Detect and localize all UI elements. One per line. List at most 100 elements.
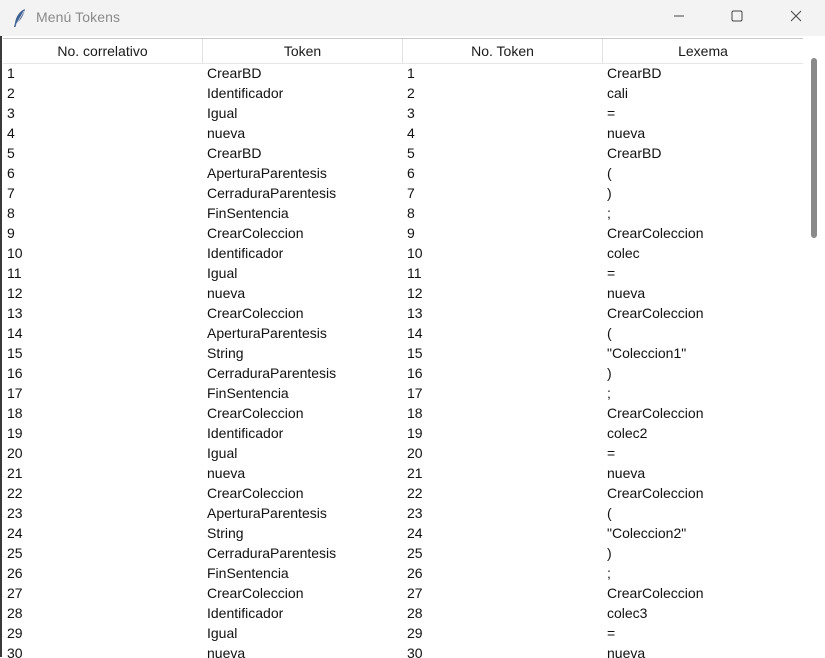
cell-token: CrearColeccion xyxy=(207,305,304,321)
cell-token: Igual xyxy=(207,445,238,461)
table-row[interactable]: 12 nueva 12 nueva xyxy=(3,283,803,303)
cell-no-token: 23 xyxy=(407,505,423,521)
cell-no-token: 9 xyxy=(407,225,415,241)
table-row[interactable]: 11 Igual 11 = xyxy=(3,263,803,283)
cell-no-token: 1 xyxy=(407,65,415,81)
cell-no-token: 3 xyxy=(407,105,415,121)
table-row[interactable]: 21 nueva 21 nueva xyxy=(3,463,803,483)
cell-no-token: 10 xyxy=(407,245,423,261)
cell-lexema: = xyxy=(607,105,616,121)
table-row[interactable]: 4 nueva 4 nueva xyxy=(3,123,803,143)
cell-correlativo: 9 xyxy=(7,225,15,241)
cell-correlativo: 2 xyxy=(7,85,15,101)
cell-no-token: 5 xyxy=(407,145,415,161)
table-row[interactable]: 9 CrearColeccion 9 CrearColeccion xyxy=(3,223,803,243)
table-row[interactable]: 25 CerraduraParentesis 25) xyxy=(3,543,803,563)
cell-no-token: 21 xyxy=(407,465,423,481)
cell-correlativo: 8 xyxy=(7,205,15,221)
vertical-scrollbar[interactable] xyxy=(803,38,825,657)
cell-lexema: nueva xyxy=(607,285,646,301)
table-row[interactable]: 28 Identificador 28 colec3 xyxy=(3,603,803,623)
cell-lexema: ) xyxy=(607,365,612,381)
cell-token: CrearColeccion xyxy=(207,405,304,421)
cell-lexema: ) xyxy=(607,185,612,201)
table-row[interactable]: 13 CrearColeccion 13 CrearColeccion xyxy=(3,303,803,323)
cell-correlativo: 20 xyxy=(7,445,23,461)
cell-no-token: 28 xyxy=(407,605,423,621)
cell-correlativo: 18 xyxy=(7,405,23,421)
table-row[interactable]: 17 FinSentencia 17; xyxy=(3,383,803,403)
left-border xyxy=(0,36,2,657)
cell-lexema: ( xyxy=(607,505,612,521)
title-bar[interactable]: Menú Tokens xyxy=(0,0,825,36)
cell-correlativo: 6 xyxy=(7,165,15,181)
cell-correlativo: 4 xyxy=(7,125,15,141)
tokens-table[interactable]: No. correlativo Token No. Token Lexema 1… xyxy=(3,38,803,658)
table-row[interactable]: 5 CrearBD 5 CrearBD xyxy=(3,143,803,163)
cell-lexema: ( xyxy=(607,165,612,181)
table-row[interactable]: 14 AperturaParentesis 14 ( xyxy=(3,323,803,343)
column-header-no-token[interactable]: No. Token xyxy=(403,39,603,63)
table-row[interactable]: 30 nueva 30 nueva xyxy=(3,643,803,658)
cell-correlativo: 12 xyxy=(7,285,23,301)
cell-correlativo: 3 xyxy=(7,105,15,121)
cell-no-token: 14 xyxy=(407,325,423,341)
cell-no-token: 27 xyxy=(407,585,423,601)
cell-token: Identificador xyxy=(207,605,284,621)
table-row[interactable]: 8 FinSentencia 8; xyxy=(3,203,803,223)
cell-no-token: 4 xyxy=(407,125,415,141)
cell-token: CerraduraParentesis xyxy=(207,365,337,381)
maximize-button[interactable] xyxy=(708,0,766,36)
cell-lexema: colec xyxy=(607,245,640,261)
table-row[interactable]: 1 CrearBD 1 CrearBD xyxy=(3,63,803,83)
column-header-correlativo[interactable]: No. correlativo xyxy=(3,39,203,63)
table-row[interactable]: 15 String 15 "Coleccion1" xyxy=(3,343,803,363)
cell-token: CerraduraParentesis xyxy=(207,185,337,201)
table-row[interactable]: 26 FinSentencia 26; xyxy=(3,563,803,583)
cell-no-token: 16 xyxy=(407,365,423,381)
table-row[interactable]: 3 Igual 3 = xyxy=(3,103,803,123)
feather-icon xyxy=(11,8,29,28)
close-button[interactable] xyxy=(767,0,825,36)
close-icon xyxy=(790,9,802,27)
scrollbar-thumb[interactable] xyxy=(811,58,817,238)
cell-lexema: CrearColeccion xyxy=(607,485,704,501)
cell-token: FinSentencia xyxy=(207,385,289,401)
cell-lexema: ) xyxy=(607,545,612,561)
cell-no-token: 8 xyxy=(407,205,415,221)
cell-no-token: 17 xyxy=(407,385,423,401)
cell-correlativo: 14 xyxy=(7,325,23,341)
cell-no-token: 2 xyxy=(407,85,415,101)
table-header: No. correlativo Token No. Token Lexema xyxy=(3,39,803,64)
column-header-token[interactable]: Token xyxy=(203,39,403,63)
cell-correlativo: 28 xyxy=(7,605,23,621)
cell-no-token: 29 xyxy=(407,625,423,641)
cell-correlativo: 7 xyxy=(7,185,15,201)
cell-correlativo: 15 xyxy=(7,345,23,361)
cell-lexema: CrearColeccion xyxy=(607,405,704,421)
table-row[interactable]: 16 CerraduraParentesis 16) xyxy=(3,363,803,383)
cell-lexema: CrearColeccion xyxy=(607,585,704,601)
cell-correlativo: 17 xyxy=(7,385,23,401)
table-row[interactable]: 20 Igual 20 = xyxy=(3,443,803,463)
cell-lexema: nueva xyxy=(607,465,646,481)
table-row[interactable]: 6 AperturaParentesis 6 ( xyxy=(3,163,803,183)
table-row[interactable]: 18 CrearColeccion 18 CrearColeccion xyxy=(3,403,803,423)
cell-lexema: cali xyxy=(607,85,629,101)
table-row[interactable]: 10 Identificador 10 colec xyxy=(3,243,803,263)
table-row[interactable]: 27 CrearColeccion 27 CrearColeccion xyxy=(3,583,803,603)
cell-token: CrearBD xyxy=(207,65,262,81)
minimize-button[interactable] xyxy=(650,0,708,36)
cell-lexema: colec3 xyxy=(607,605,648,621)
cell-correlativo: 5 xyxy=(7,145,15,161)
table-row[interactable]: 24 String 24 "Coleccion2" xyxy=(3,523,803,543)
table-row[interactable]: 22 CrearColeccion 22 CrearColeccion xyxy=(3,483,803,503)
cell-correlativo: 25 xyxy=(7,545,23,561)
column-header-lexema[interactable]: Lexema xyxy=(678,43,728,59)
table-row[interactable]: 7 CerraduraParentesis 7) xyxy=(3,183,803,203)
table-row[interactable]: 19 Identificador 19 colec2 xyxy=(3,423,803,443)
table-row[interactable]: 29 Igual 29 = xyxy=(3,623,803,643)
table-row[interactable]: 2 Identificador 2 cali xyxy=(3,83,803,103)
table-row[interactable]: 23 AperturaParentesis 23 ( xyxy=(3,503,803,523)
